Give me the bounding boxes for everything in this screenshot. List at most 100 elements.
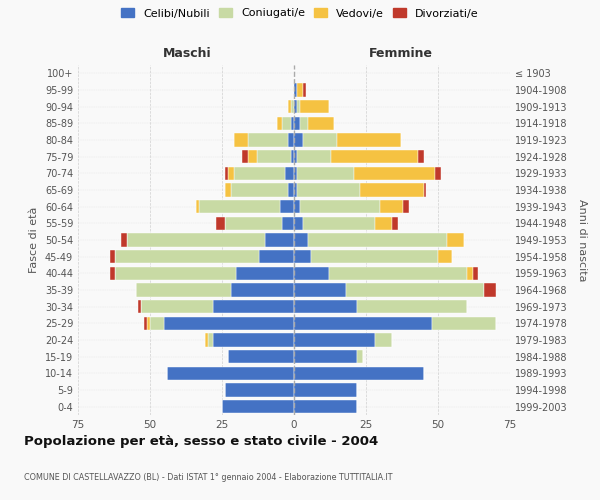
Bar <box>233 134 248 146</box>
Text: Femmine: Femmine <box>368 47 433 60</box>
Bar <box>283 116 291 130</box>
Bar <box>308 234 446 246</box>
Bar <box>288 184 294 196</box>
Bar <box>110 250 115 264</box>
Bar <box>294 300 358 314</box>
Bar <box>228 166 233 180</box>
Y-axis label: Anni di nascita: Anni di nascita <box>577 198 587 281</box>
Bar <box>294 366 424 380</box>
Bar <box>294 384 358 396</box>
Bar <box>283 216 294 230</box>
Bar <box>230 184 288 196</box>
Bar <box>199 200 280 213</box>
Bar <box>424 184 427 196</box>
Bar <box>329 266 467 280</box>
Bar <box>297 100 300 114</box>
Bar <box>205 334 208 346</box>
Bar <box>473 266 478 280</box>
Text: Popolazione per età, sesso e stato civile - 2004: Popolazione per età, sesso e stato civil… <box>24 435 378 448</box>
Bar <box>446 234 464 246</box>
Bar <box>355 166 435 180</box>
Bar <box>216 216 225 230</box>
Bar <box>291 116 294 130</box>
Bar <box>167 366 294 380</box>
Bar <box>300 200 380 213</box>
Bar <box>294 350 358 364</box>
Bar <box>294 250 311 264</box>
Bar <box>297 150 331 164</box>
Bar <box>358 300 467 314</box>
Bar <box>233 166 286 180</box>
Bar <box>302 134 337 146</box>
Bar <box>346 284 484 296</box>
Bar <box>300 116 308 130</box>
Bar <box>294 400 358 413</box>
Bar <box>294 150 297 164</box>
Bar <box>225 216 283 230</box>
Bar <box>358 350 363 364</box>
Bar <box>297 184 360 196</box>
Bar <box>294 116 300 130</box>
Bar <box>291 150 294 164</box>
Bar <box>248 134 288 146</box>
Bar <box>280 200 294 213</box>
Bar <box>150 316 164 330</box>
Bar <box>294 184 297 196</box>
Bar <box>214 300 294 314</box>
Bar <box>311 250 438 264</box>
Bar <box>294 166 297 180</box>
Bar <box>360 184 424 196</box>
Bar <box>294 134 302 146</box>
Bar <box>294 200 300 213</box>
Bar <box>242 150 248 164</box>
Bar <box>432 316 496 330</box>
Bar <box>294 334 374 346</box>
Bar <box>222 400 294 413</box>
Bar <box>288 100 291 114</box>
Bar <box>144 316 147 330</box>
Bar <box>467 266 473 280</box>
Bar <box>196 200 199 213</box>
Bar <box>300 100 329 114</box>
Text: Maschi: Maschi <box>163 47 212 60</box>
Bar <box>294 216 302 230</box>
Text: COMUNE DI CASTELLAVAZZO (BL) - Dati ISTAT 1° gennaio 2004 - Elaborazione TUTTITA: COMUNE DI CASTELLAVAZZO (BL) - Dati ISTA… <box>24 473 392 482</box>
Bar <box>208 334 214 346</box>
Bar <box>435 166 441 180</box>
Bar <box>418 150 424 164</box>
Y-axis label: Fasce di età: Fasce di età <box>29 207 39 273</box>
Bar <box>147 316 150 330</box>
Bar <box>302 216 374 230</box>
Bar <box>484 284 496 296</box>
Bar <box>374 334 392 346</box>
Bar <box>302 84 305 96</box>
Bar <box>288 134 294 146</box>
Bar <box>294 266 329 280</box>
Bar <box>403 200 409 213</box>
Bar <box>214 334 294 346</box>
Bar <box>115 250 259 264</box>
Bar <box>228 350 294 364</box>
Bar <box>110 266 115 280</box>
Bar <box>294 284 346 296</box>
Bar <box>308 116 334 130</box>
Bar <box>127 234 265 246</box>
Bar <box>115 266 236 280</box>
Bar <box>277 116 283 130</box>
Bar <box>392 216 398 230</box>
Bar <box>230 284 294 296</box>
Bar <box>265 234 294 246</box>
Bar <box>136 284 230 296</box>
Bar <box>291 100 294 114</box>
Bar <box>257 150 291 164</box>
Bar <box>294 84 297 96</box>
Bar <box>225 166 228 180</box>
Bar <box>142 300 214 314</box>
Bar <box>438 250 452 264</box>
Bar <box>374 216 392 230</box>
Bar <box>139 300 142 314</box>
Bar <box>259 250 294 264</box>
Bar <box>297 166 355 180</box>
Bar <box>337 134 401 146</box>
Bar <box>380 200 403 213</box>
